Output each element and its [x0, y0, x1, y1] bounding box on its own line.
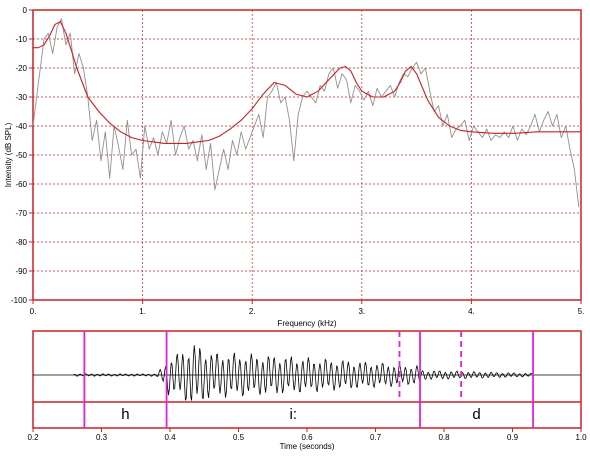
spectrum-x-tick-label: 0. — [30, 307, 37, 316]
spectrum-y-tick-label: -70 — [15, 209, 27, 218]
spectrum-x-axis-title: Frequency (kHz) — [277, 319, 336, 328]
spectrum-y-tick-label: -20 — [15, 64, 27, 73]
spectrum-y-tick-label: -30 — [15, 93, 27, 102]
time-x-tick-label: 0.6 — [301, 433, 313, 442]
spectrum-x-tick-label: 1. — [139, 307, 146, 316]
waveform-trace — [73, 345, 534, 401]
spectrum-x-tick-labels: 0. 1. 2. 3. 4. 5. — [30, 307, 585, 316]
spectrum-y-tick-label: -50 — [15, 151, 27, 160]
spectrum-y-tick-label: 0 — [23, 6, 28, 15]
time-x-tick-label: 0.8 — [438, 433, 450, 442]
segment-label: h — [121, 406, 129, 423]
time-x-tick-labels: 0.2 0.3 0.4 0.5 0.6 0.7 0.8 0.9 1.0 — [27, 428, 587, 442]
segment-label: i: — [290, 406, 298, 423]
spectrum-grid — [29, 9, 582, 304]
time-x-axis-title: Time (seconds) — [280, 442, 335, 451]
spectrum-y-tick-label: -100 — [11, 296, 28, 305]
spectrum-x-tick-label: 2. — [249, 307, 256, 316]
spectrum-x-tick-label: 3. — [358, 307, 365, 316]
time-x-tick-label: 0.2 — [27, 433, 39, 442]
spectrum-y-axis-title: Intensity (dB SPL) — [4, 122, 13, 187]
spectrum-y-tick-label: -10 — [15, 35, 27, 44]
time-x-tick-label: 1.0 — [575, 433, 587, 442]
time-x-tick-label: 0.9 — [507, 433, 519, 442]
waveform-chart: h i: d 0.2 0.3 0.4 0.5 0.6 0.7 0.8 0.9 1.0 Time (s… — [27, 330, 587, 451]
segment-boundaries — [83, 331, 534, 428]
spectrum-chart: 0. 1. 2. 3. 4. 5. -100-90-80-70-60-50-40-30-2… — [4, 6, 584, 328]
spectrum-y-tick-labels: -100-90-80-70-60-50-40-30-20-100 — [11, 6, 28, 305]
spectrum-smoothed-line — [33, 21, 581, 144]
spectrum-y-tick-label: -60 — [15, 180, 27, 189]
segment-label: d — [472, 406, 480, 423]
spectrum-y-tick-label: -80 — [15, 238, 27, 247]
segment-labels: h i: d — [121, 406, 480, 423]
spectrum-y-tick-label: -90 — [15, 267, 27, 276]
waveform-frame — [32, 330, 582, 429]
time-x-tick-label: 0.3 — [96, 433, 108, 442]
spectrum-x-tick-label: 5. — [578, 307, 585, 316]
spectrum-x-tick-label: 4. — [468, 307, 475, 316]
time-x-tick-label: 0.7 — [370, 433, 382, 442]
time-x-tick-label: 0.5 — [233, 433, 245, 442]
spectrum-y-tick-label: -40 — [15, 122, 27, 131]
time-x-tick-label: 0.4 — [164, 433, 176, 442]
spectrum-series — [32, 18, 581, 208]
